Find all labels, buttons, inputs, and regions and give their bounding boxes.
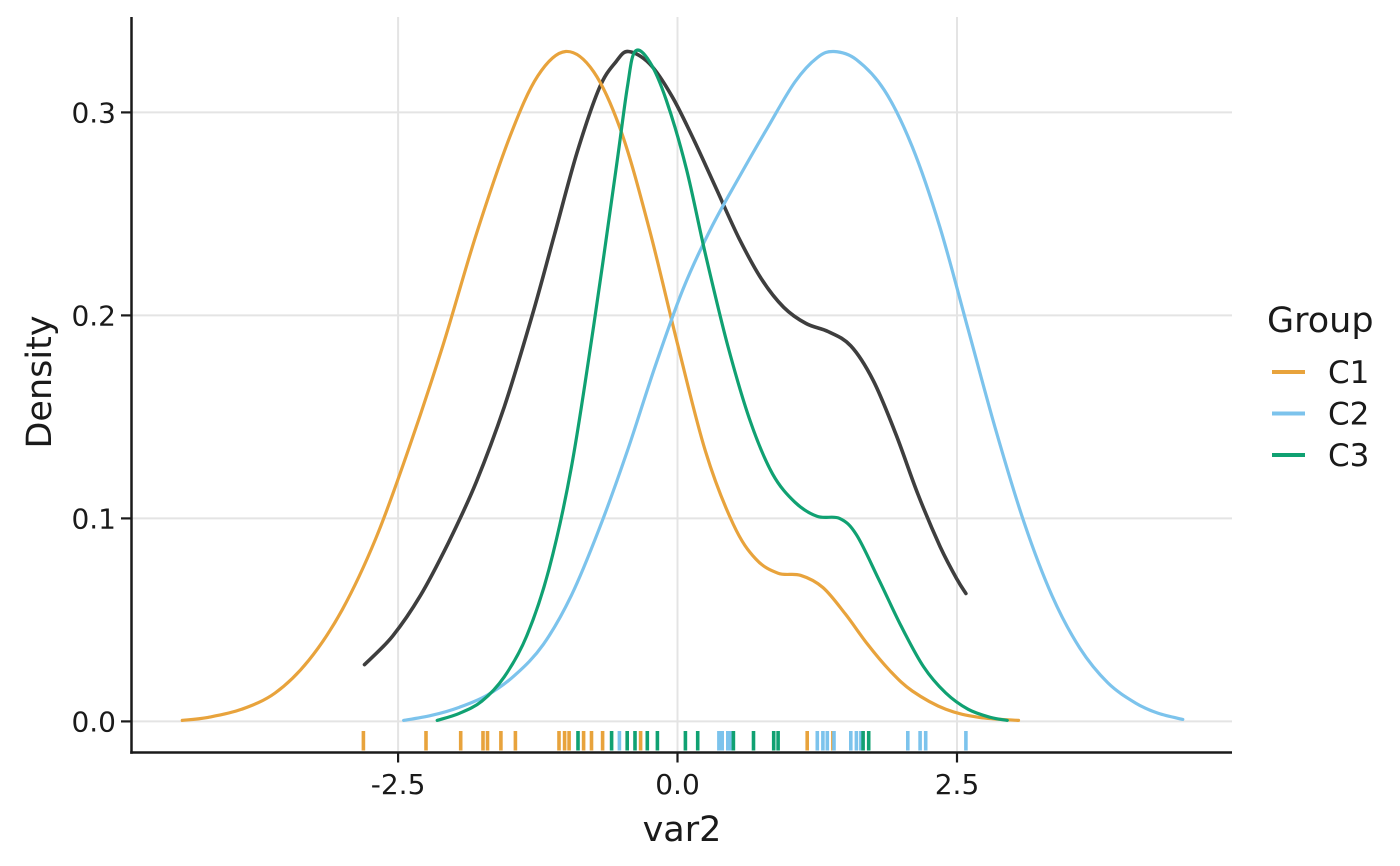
y-tick-label: 0.2: [71, 299, 116, 332]
legend-label-c2: C2: [1328, 397, 1369, 433]
tick-label-layer: 0.0 0.1 0.2 0.3 -2.5 0.0 2.5: [71, 96, 979, 801]
density-curve-c2: [402, 49, 1185, 722]
y-tick-label: 0.1: [71, 502, 116, 535]
legend-entries: C1 C2 C3: [1272, 355, 1369, 474]
x-axis-title: var2: [643, 810, 722, 850]
x-tick-label: -2.5: [371, 768, 426, 801]
grid-layer: [132, 17, 1232, 751]
x-tick-label: 0.0: [655, 768, 700, 801]
y-axis-title: Density: [20, 315, 60, 448]
y-tick-label: 0.3: [71, 96, 116, 129]
legend-label-c1: C1: [1328, 355, 1369, 391]
axis-layer: [121, 17, 1232, 763]
rug-layer: [361, 731, 968, 751]
legend-label-c3: C3: [1328, 438, 1369, 474]
density-curve-c3: [435, 48, 1009, 722]
curves-layer: [180, 48, 1185, 722]
density-curve-all: [362, 49, 968, 667]
density-curve-c1: [180, 49, 1021, 722]
legend-title: Group: [1267, 301, 1374, 341]
x-tick-label: 2.5: [935, 768, 980, 801]
y-tick-label: 0.0: [71, 705, 116, 738]
